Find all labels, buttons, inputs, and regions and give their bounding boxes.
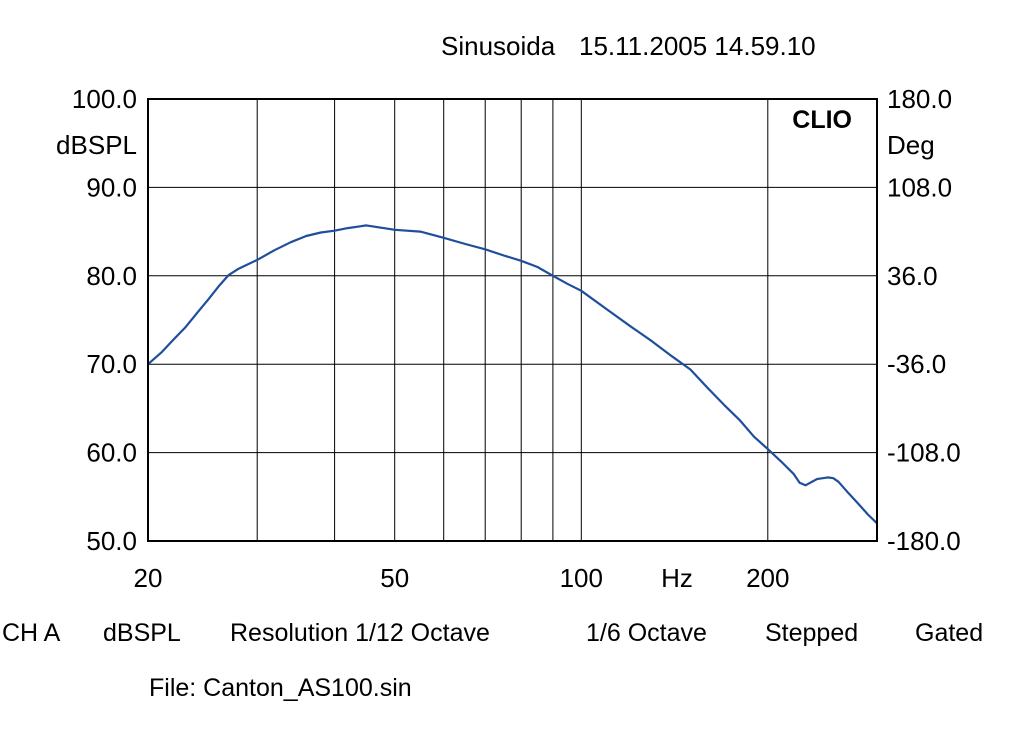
- y2-axis-label: Deg: [887, 130, 935, 160]
- footer-file: File: Canton_AS100.sin: [149, 674, 412, 702]
- x-tick-labels: 20 50 100 200: [134, 563, 790, 593]
- y-axis-label: dBSPL: [56, 130, 137, 160]
- footer-unit: dBSPL: [103, 619, 181, 647]
- y2-tick-labels: 180.0 108.0 36.0 -36.0 -108.0 -180.0: [887, 84, 961, 556]
- footer-smoothing: 1/6 Octave: [586, 619, 707, 647]
- y-tick-label: 90.0: [86, 172, 137, 202]
- chart-datetime: 15.11.2005 14.59.10: [579, 31, 816, 61]
- x-tick-label: 200: [746, 563, 789, 593]
- footer-resolution: Resolution 1/12 Octave: [230, 619, 490, 647]
- footer-gating: Gated: [915, 619, 983, 647]
- x-tick-label: 20: [134, 563, 163, 593]
- y-tick-label: 60.0: [86, 438, 137, 468]
- footer-channel: CH A: [2, 619, 61, 647]
- y2-tick-label: 36.0: [887, 261, 938, 291]
- footer-mode: Stepped: [765, 619, 858, 647]
- x-tick-label: 100: [560, 563, 603, 593]
- spl-curve: [147, 224, 878, 525]
- series-group: [147, 224, 878, 525]
- y2-tick-label: 180.0: [887, 84, 952, 114]
- x-tick-label: 50: [380, 563, 409, 593]
- y2-tick-label: -36.0: [887, 349, 946, 379]
- plot-grid: [148, 99, 877, 541]
- plot-frame: [147, 98, 878, 542]
- x-axis-label: Hz: [661, 563, 693, 593]
- y-tick-label: 100.0: [72, 84, 137, 114]
- y-tick-label: 70.0: [86, 349, 137, 379]
- y-tick-labels: 100.0 90.0 80.0 70.0 60.0 50.0: [72, 84, 137, 556]
- y2-tick-label: -108.0: [887, 438, 961, 468]
- y2-tick-label: 108.0: [887, 172, 952, 202]
- y-tick-label: 50.0: [86, 526, 137, 556]
- y2-tick-label: -180.0: [887, 526, 961, 556]
- y-tick-label: 80.0: [86, 261, 137, 291]
- brand-logo-text: CLIO: [792, 106, 852, 134]
- chart-title: Sinusoida: [441, 31, 556, 61]
